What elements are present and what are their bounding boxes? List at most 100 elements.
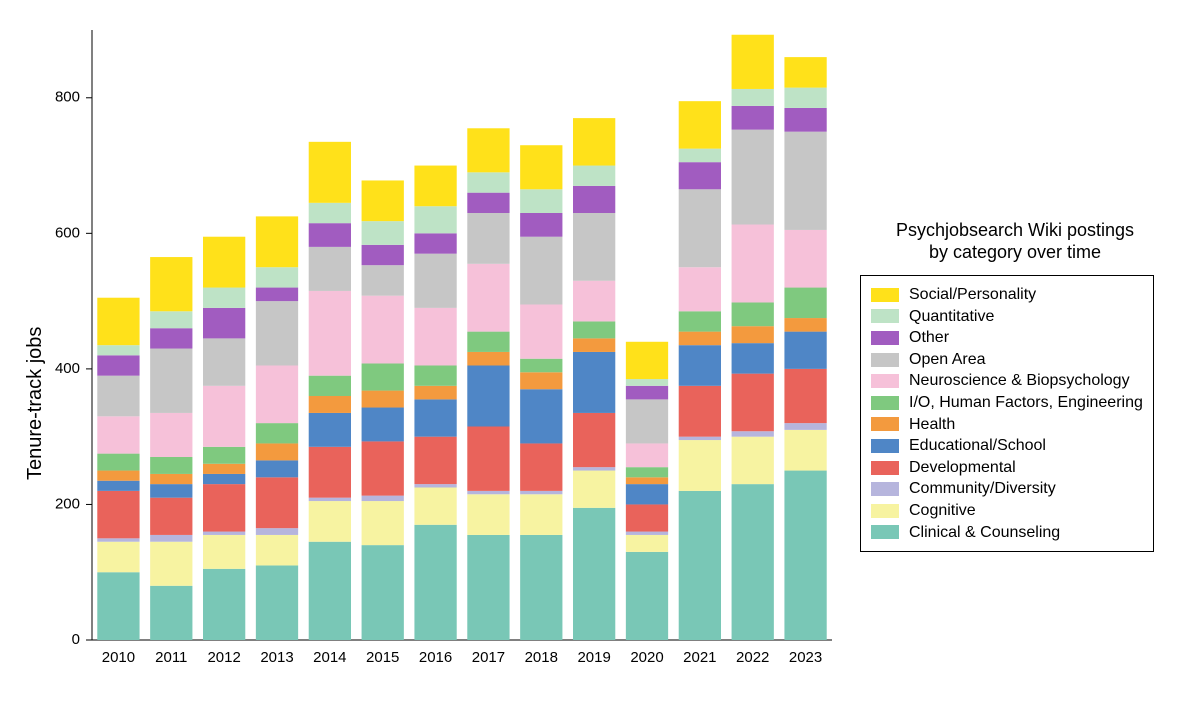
bar-segment-edu <box>203 474 245 484</box>
legend-item: Community/Diversity <box>871 478 1143 500</box>
bar-segment-health <box>203 464 245 474</box>
legend-title: Psychjobsearch Wiki postings by category… <box>855 220 1175 263</box>
bar-segment-edu <box>784 332 826 369</box>
bar-segment-cog <box>520 494 562 535</box>
legend-item: Social/Personality <box>871 284 1143 306</box>
bar-segment-dev <box>467 427 509 491</box>
bar-segment-neuro <box>362 296 404 364</box>
bar-segment-quant <box>520 189 562 213</box>
legend-label: Other <box>909 327 949 349</box>
bar-segment-health <box>784 318 826 332</box>
bar-segment-comm <box>150 535 192 542</box>
bar-segment-open <box>679 189 721 267</box>
bar-segment-health <box>467 352 509 366</box>
bar-segment-neuro <box>467 264 509 332</box>
legend-label: Open Area <box>909 349 986 371</box>
bar-segment-edu <box>414 399 456 436</box>
legend-swatch <box>871 482 899 496</box>
bar-segment-clin <box>679 491 721 640</box>
bar-segment-comm <box>573 467 615 470</box>
legend-item: Developmental <box>871 457 1143 479</box>
x-tick-label: 2012 <box>207 649 240 666</box>
bar-segment-cog <box>309 501 351 542</box>
bar-segment-clin <box>203 569 245 640</box>
bar-segment-health <box>362 391 404 408</box>
bar-segment-open <box>573 213 615 281</box>
bar-segment-clin <box>573 508 615 640</box>
bar-segment-comm <box>203 532 245 535</box>
bar-segment-comm <box>520 491 562 494</box>
legend-title-line2: by category over time <box>855 242 1175 264</box>
legend-label: Health <box>909 414 955 436</box>
x-tick-label: 2011 <box>155 649 187 666</box>
legend-label: I/O, Human Factors, Engineering <box>909 392 1143 414</box>
bar-segment-neuro <box>97 416 139 453</box>
bar-segment-quant <box>626 379 668 386</box>
x-tick-label: 2021 <box>683 649 716 666</box>
bar-segment-social <box>414 166 456 207</box>
y-tick-label: 0 <box>72 631 80 648</box>
bar-segment-dev <box>256 477 298 528</box>
bar-segment-clin <box>309 542 351 640</box>
legend-swatch <box>871 525 899 539</box>
bar-segment-dev <box>150 498 192 535</box>
bar-segment-edu <box>309 413 351 447</box>
bar-segment-neuro <box>203 386 245 447</box>
bar-segment-comm <box>467 491 509 494</box>
bar-segment-io <box>97 454 139 471</box>
x-tick-label: 2016 <box>419 649 452 666</box>
bar-segment-clin <box>414 525 456 640</box>
bar-segment-comm <box>732 431 774 436</box>
bar-segment-cog <box>784 430 826 471</box>
bar-segment-io <box>626 467 668 477</box>
legend-swatch <box>871 461 899 475</box>
bar-segment-open <box>414 254 456 308</box>
bar-segment-other <box>256 288 298 302</box>
bar-segment-quant <box>784 88 826 108</box>
bar-segment-dev <box>679 386 721 437</box>
bar-segment-other <box>520 213 562 237</box>
bar-segment-io <box>732 302 774 326</box>
legend-item: Quantitative <box>871 306 1143 328</box>
bar-segment-comm <box>679 437 721 440</box>
bar-segment-cog <box>97 542 139 573</box>
bar-segment-other <box>97 355 139 375</box>
bar-segment-social <box>97 298 139 345</box>
chart-container: Tenure-track jobs 0200400600800201020112… <box>0 0 1200 720</box>
bar-segment-open <box>626 399 668 443</box>
bar-segment-edu <box>626 484 668 504</box>
bar-segment-edu <box>362 408 404 442</box>
legend-item: Open Area <box>871 349 1143 371</box>
bar-segment-cog <box>203 535 245 569</box>
legend: Social/PersonalityQuantitativeOtherOpen … <box>860 275 1154 552</box>
bar-segment-cog <box>573 471 615 508</box>
bar-segment-io <box>467 332 509 352</box>
y-tick-label: 800 <box>55 89 80 106</box>
bar-segment-open <box>203 338 245 385</box>
bar-segment-io <box>150 457 192 474</box>
bar-segment-comm <box>626 532 668 535</box>
x-tick-label: 2022 <box>736 649 769 666</box>
bar-segment-other <box>784 108 826 132</box>
bar-segment-dev <box>784 369 826 423</box>
legend-label: Social/Personality <box>909 284 1036 306</box>
x-tick-label: 2020 <box>630 649 663 666</box>
x-tick-label: 2015 <box>366 649 399 666</box>
bar-segment-clin <box>150 586 192 640</box>
bar-segment-health <box>309 396 351 413</box>
bar-segment-social <box>732 35 774 89</box>
bar-segment-social <box>362 180 404 221</box>
bar-segment-social <box>784 57 826 88</box>
bar-segment-io <box>309 376 351 396</box>
y-tick-label: 200 <box>55 495 80 512</box>
bar-segment-other <box>362 245 404 265</box>
bar-segment-neuro <box>626 443 668 467</box>
bar-segment-cog <box>256 535 298 566</box>
legend-swatch <box>871 353 899 367</box>
bar-segment-health <box>256 443 298 460</box>
bar-segment-open <box>256 301 298 365</box>
legend-item: Neuroscience & Biopsychology <box>871 370 1143 392</box>
bar-segment-dev <box>573 413 615 467</box>
bar-segment-other <box>150 328 192 348</box>
x-tick-label: 2019 <box>577 649 610 666</box>
